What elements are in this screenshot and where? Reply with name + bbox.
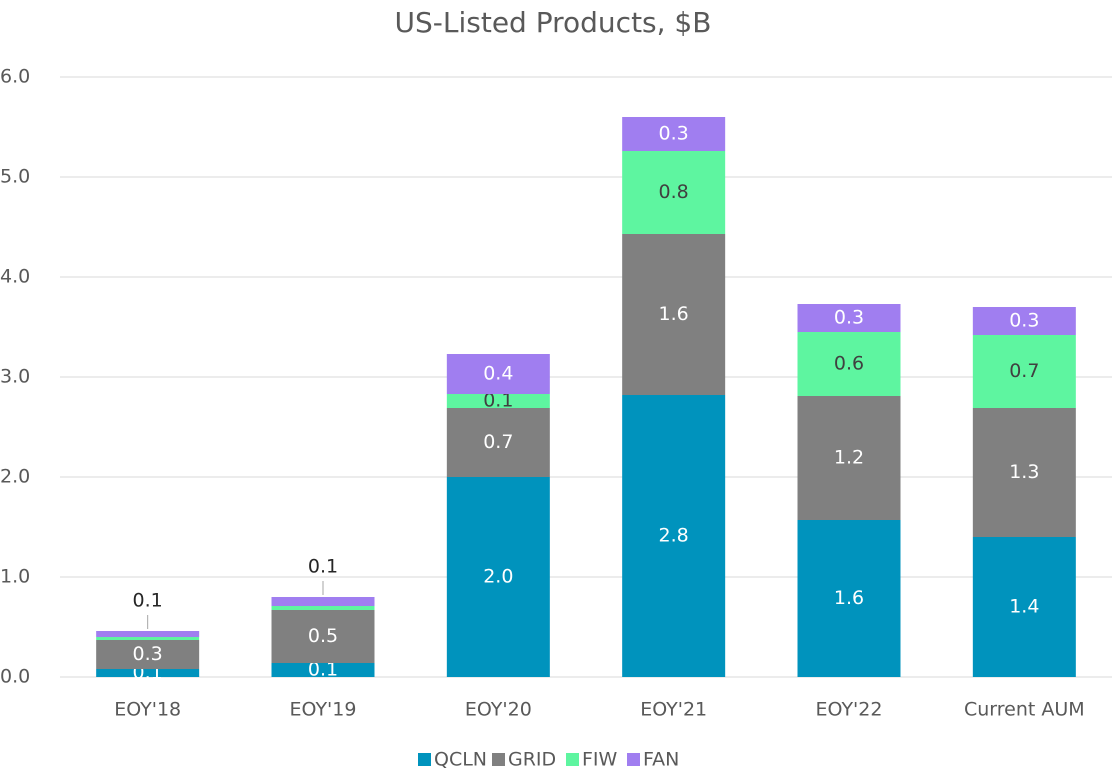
- bar-segment: [271, 597, 375, 606]
- bar-segment: [622, 234, 726, 395]
- data-label: 0.3: [659, 123, 689, 145]
- bar-segment: [622, 151, 726, 234]
- bar-segment: [271, 663, 375, 677]
- x-tick-label: EOY'20: [465, 699, 532, 721]
- y-tick-label: 0.0: [0, 666, 30, 688]
- x-tick-label: EOY'18: [114, 699, 181, 721]
- legend-swatch: [627, 753, 640, 766]
- data-label: 0.3: [834, 307, 864, 329]
- bar-segment: [96, 669, 200, 677]
- bar-segment: [972, 408, 1076, 537]
- chart-title: US-Listed Products, $B: [395, 6, 712, 39]
- bar-segment: [446, 408, 550, 477]
- data-label: 1.4: [1009, 596, 1039, 618]
- y-tick-label: 4.0: [0, 266, 30, 288]
- data-label: 1.3: [1009, 461, 1039, 483]
- bar-segment: [797, 396, 901, 520]
- bar-segment: [972, 307, 1076, 335]
- bar-segment: [271, 606, 375, 610]
- data-label: 0.5: [308, 625, 338, 647]
- data-label: 0.8: [659, 181, 689, 203]
- y-tick-label: 5.0: [0, 166, 30, 188]
- legend-swatch: [566, 753, 579, 766]
- data-label: 0.7: [1009, 360, 1039, 382]
- bar-segment: [972, 335, 1076, 408]
- legend-label: FIW: [582, 749, 618, 771]
- bar-segment: [972, 537, 1076, 677]
- legend-swatch: [492, 753, 505, 766]
- data-label: 0.1: [308, 659, 338, 681]
- bar-segment: [797, 332, 901, 396]
- data-label: 0.6: [834, 353, 864, 375]
- data-label: 1.6: [659, 303, 689, 325]
- data-label: 0.4: [483, 363, 513, 385]
- bar-segment: [446, 394, 550, 408]
- data-label: 2.0: [483, 566, 513, 588]
- bar-segment: [446, 477, 550, 677]
- x-tick-label: EOY'19: [290, 699, 357, 721]
- y-tick-label: 1.0: [0, 566, 30, 588]
- bar-segment: [622, 117, 726, 151]
- data-label: 1.6: [834, 587, 864, 609]
- x-tick-label: EOY'21: [640, 699, 707, 721]
- legend-label: FAN: [643, 749, 679, 771]
- bar-segment: [271, 610, 375, 663]
- data-label: 1.2: [834, 447, 864, 469]
- bar-segment: [797, 304, 901, 332]
- bar-segment: [96, 631, 200, 637]
- data-label: 0.1: [133, 590, 163, 612]
- x-tick-label: EOY'22: [816, 699, 883, 721]
- legend-label: GRID: [508, 749, 556, 771]
- data-label: 0.1: [308, 556, 338, 578]
- legend-label: QCLN: [434, 749, 487, 771]
- y-tick-label: 6.0: [0, 66, 30, 88]
- y-tick-label: 2.0: [0, 466, 30, 488]
- x-tick-label: Current AUM: [964, 699, 1085, 721]
- bar-segment: [797, 520, 901, 677]
- bar-segment: [622, 395, 726, 677]
- data-label: 0.3: [1009, 310, 1039, 332]
- data-label: 0.1: [483, 390, 513, 412]
- data-label: 0.3: [133, 643, 163, 665]
- bar-segment: [446, 354, 550, 394]
- data-label: 2.8: [659, 525, 689, 547]
- legend-swatch: [418, 753, 431, 766]
- y-tick-label: 3.0: [0, 366, 30, 388]
- data-label: 0.7: [483, 431, 513, 453]
- bar-segment: [96, 640, 200, 669]
- bar-segment: [96, 637, 200, 640]
